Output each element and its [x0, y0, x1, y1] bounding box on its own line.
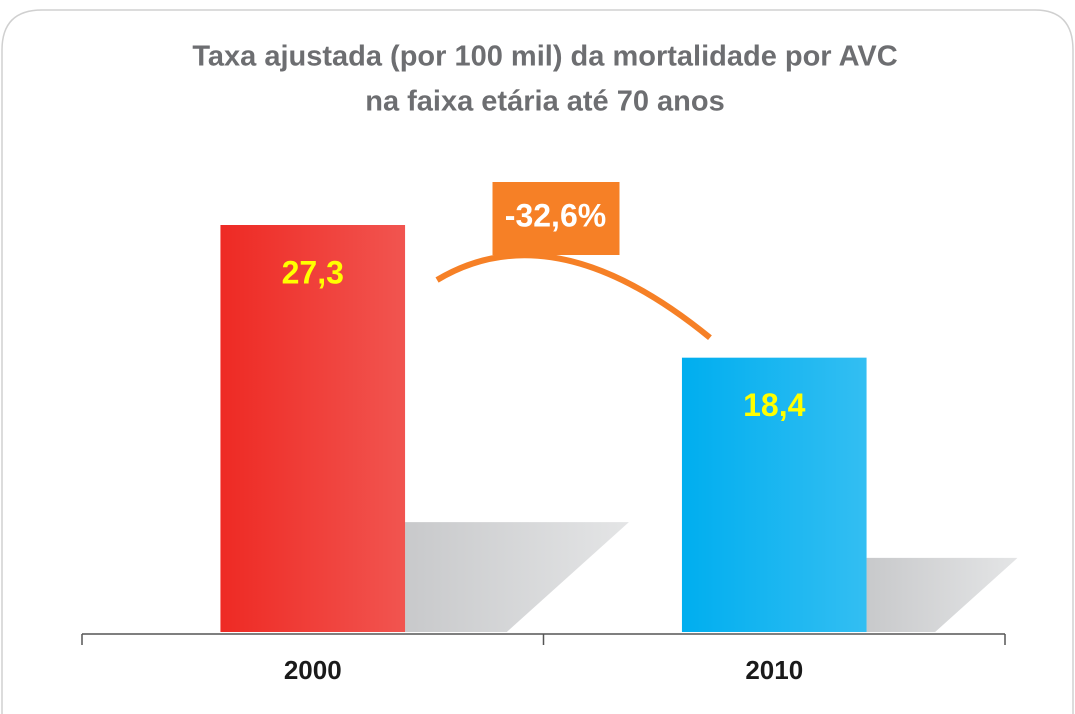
value-label: 27,3 [282, 254, 344, 290]
bar-shadow [405, 522, 629, 632]
chart-title: Taxa ajustada (por 100 mil) da mortalida… [192, 41, 897, 73]
x-tick-label: 2000 [284, 655, 342, 685]
bar-sheen [220, 225, 406, 632]
annotation: -32,6% [505, 197, 606, 233]
x-tick-label: 2010 [745, 655, 803, 685]
bar-shadow [866, 557, 1018, 632]
chart-title: na faixa etária até 70 anos [365, 86, 724, 118]
value-label: 18,4 [743, 387, 805, 423]
change-arc [435, 252, 712, 341]
frame [1, 9, 1074, 714]
bar-sheen [681, 357, 867, 632]
annotation-box [492, 182, 620, 255]
